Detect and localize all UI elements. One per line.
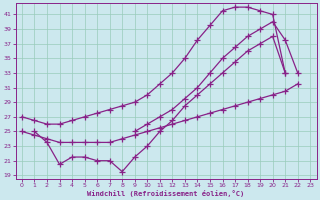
X-axis label: Windchill (Refroidissement éolien,°C): Windchill (Refroidissement éolien,°C)	[87, 190, 245, 197]
